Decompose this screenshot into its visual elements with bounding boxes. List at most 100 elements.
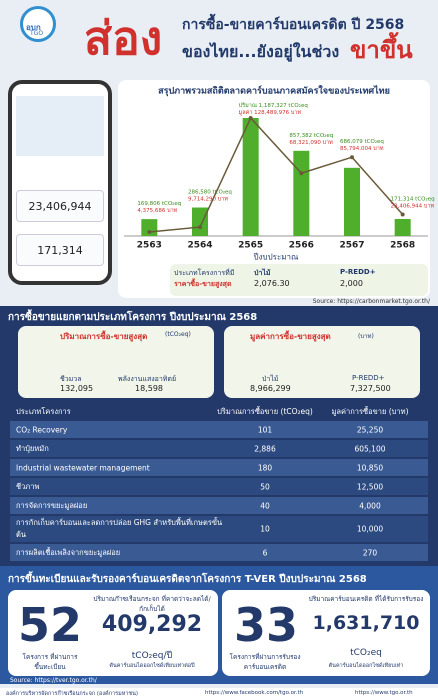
unit: tCO₂eq (213, 189, 232, 195)
item-value: 8,966,299 (250, 384, 291, 393)
value-label: 686,079 (340, 139, 363, 145)
chart: สรุปภาพรวมสถิติตลาดคาร์บอนภาคสมัครใจของป… (124, 85, 435, 262)
phone-volume: 171,314 (37, 244, 83, 257)
footer-facebook[interactable]: https://www.facebook.com/tgo.or.th (205, 690, 304, 696)
price-box (170, 264, 428, 296)
unit: tCO₂eq (314, 132, 333, 138)
bar (192, 207, 208, 236)
value-label: 857,382 (289, 132, 312, 138)
stat-amount: 1,631,710 (312, 612, 420, 634)
item-value: 18,598 (135, 384, 163, 393)
x-axis-label: ปีงบประมาณ (253, 253, 299, 262)
item-value: 7,327,500 (350, 384, 391, 393)
data-label: 686,079 tCO₂eq (340, 139, 384, 145)
logo (20, 6, 56, 42)
price-name: P-REDD+ (340, 268, 376, 276)
table-cell: 40 (260, 501, 270, 510)
value-label: 68,321,090 (289, 139, 321, 145)
table-cell: 101 (257, 425, 273, 434)
box-unit: (tCO₂eq) (165, 331, 191, 338)
series-name: มูลค่า (239, 110, 253, 116)
value-label: 23,406,944 (391, 203, 423, 209)
title-line2: ของไทย...ยังอยู่ในช่วง (182, 42, 340, 61)
table-cell: มูลค่าการซื้อขาย (บาท) (331, 407, 409, 416)
stat-unit-desc: ตันคาร์บอนไดออกไซด์เทียบเท่าต่อปี (109, 663, 195, 669)
value-label: 286,580 (188, 189, 211, 195)
table-cell: 50 (260, 482, 270, 491)
unit: บาท (373, 146, 384, 152)
data-label: 171,314 tCO₂eq (391, 196, 435, 202)
unit: tCO₂eq (365, 139, 384, 145)
table-cell: การจัดการขยะมูลฝอย (16, 500, 88, 510)
stat-desc: ปริมาณก๊าซเรือนกระจก ที่คาดว่าจะลดได้/กั… (93, 595, 211, 613)
stat-card (8, 590, 218, 676)
title-highlight: ขาขึ้น (350, 36, 413, 64)
stat-label: โครงการ ที่ผ่านการขึ้นทะเบียน (22, 653, 78, 671)
table-cell: 605,100 (354, 444, 386, 453)
unit: tCO₂eq (162, 201, 181, 207)
table-row: การจัดการขยะมูลฝอย 40 4,000 (10, 497, 428, 514)
item-name: ป่าไม้ (262, 375, 279, 383)
data-label: 9,714,290 บาท (188, 196, 228, 202)
x-tick-label: 2564 (187, 241, 212, 251)
table-row: ทำปุ๋ยหมัก 2,886 605,100 (10, 440, 428, 457)
table-cell: 2,886 (254, 444, 276, 453)
data-label: 23,406,944 บาท (391, 203, 435, 209)
footer (0, 688, 438, 700)
table-cell: 6 (262, 548, 268, 557)
price-title: ประเภทโครงการที่มี (174, 269, 235, 277)
data-label: 68,321,090 บาท (289, 139, 333, 145)
x-tick-label: 2566 (289, 241, 314, 251)
data-label: 169,806 tCO₂eq (137, 201, 181, 207)
data-label: 857,382 tCO₂eq (289, 132, 333, 138)
top-box (224, 326, 420, 398)
table-cell: 10 (260, 524, 270, 534)
table-row: การกักเก็บคาร์บอนและลดการปล่อย GHG สำหรั… (10, 516, 428, 542)
item-name: พลังงานแสงอาทิตย์ (118, 375, 177, 383)
value-label: 171,314 (391, 196, 414, 202)
value-label: 9,714,290 (188, 196, 216, 202)
x-tick-label: 2563 (137, 241, 162, 251)
section-title: การซื้อขายแยกตามประเภทโครงการ ปีงบประมาณ… (8, 312, 258, 323)
table-cell: การกักเก็บคาร์บอนและลดการปล่อย GHG สำหรั… (16, 518, 223, 539)
bar (242, 118, 259, 236)
stat-unit: tCO₂eq (350, 648, 382, 658)
bar (394, 218, 411, 236)
item-name: P-REDD+ (352, 374, 385, 382)
value-label: 4,375,686 (137, 208, 165, 214)
line-point (147, 229, 152, 234)
unit: tCO₂eq (288, 103, 307, 109)
phone-screen (16, 96, 104, 156)
line-point (400, 212, 405, 217)
table-header: ประเภทโครงการ ปริมาณการซื้อขาย (tCO₂eq) มู… (10, 404, 428, 420)
stat-count: 52 (18, 598, 83, 652)
footer-org: องค์การบริหารจัดการก๊าซเรือนกระจก (องค์ก… (6, 691, 139, 697)
unit: บาท (167, 208, 178, 214)
item-name: ชีวมวล (60, 375, 82, 383)
table-row: การผลิตเชื้อเพลิงจากขยะมูลฝอย 6 270 (10, 544, 428, 561)
unit: บาท (291, 110, 302, 116)
title-line1: การซื้อ-ขายคาร์บอนเครดิต ปี 2568 (182, 17, 405, 33)
price-name: ป่าไม้ (254, 269, 271, 277)
table-cell: 270 (362, 548, 378, 557)
price-value: 2,076.30 (254, 279, 290, 288)
value-label: 85,794,004 (340, 146, 372, 152)
logo-sub: TGO (30, 30, 44, 37)
source: Source: https://tver.tgo.or.th/ (10, 677, 97, 684)
table-cell: ปริมาณการซื้อขาย (tCO₂eq) (217, 407, 313, 416)
table-cell: 180 (257, 463, 273, 472)
value-label: 169,806 (137, 201, 160, 207)
value-label: 128,489,976 (254, 110, 289, 116)
phone-card (16, 234, 104, 266)
unit: บาท (424, 203, 435, 209)
line-point (198, 225, 202, 230)
stat-label: โครงการที่ผ่านการรับรอง คาร์บอนเครดิต (229, 653, 301, 671)
table-cell: Industrial wastewater management (16, 463, 150, 472)
table-cell: 10,000 (356, 524, 384, 534)
box-title: ปริมาณการซื้อ-ขายสูงสุด (60, 332, 148, 341)
data-label: ปริมาณ 1,187,327 tCO₂eq (239, 102, 308, 109)
footer-web[interactable]: https://www.tgo.or.th (355, 690, 413, 696)
unit: บาท (323, 139, 334, 145)
table-row: CO₂ Recovery 101 25,250 (10, 421, 428, 438)
data-label: 85,794,004 บาท (340, 146, 384, 152)
